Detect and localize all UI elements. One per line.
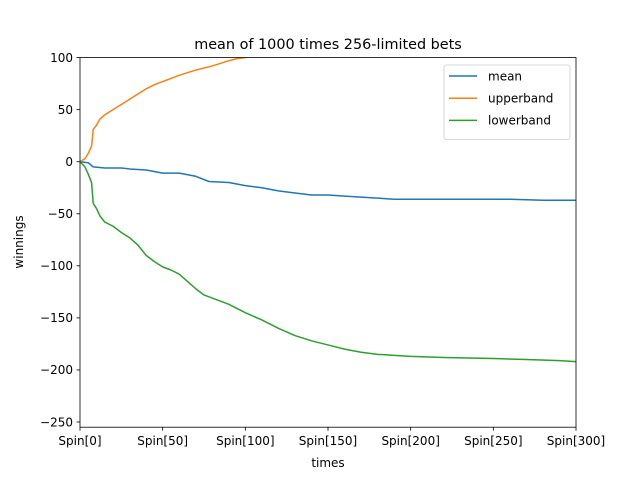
legend: mean upperband lowerband	[443, 64, 571, 140]
legend-label-mean: mean	[488, 69, 522, 83]
legend-label-upperband: upperband	[488, 92, 553, 106]
x-tick-label: Spin[150]	[299, 434, 357, 448]
y-tick-label: 0	[65, 155, 73, 169]
y-tick-label: 100	[50, 51, 73, 65]
x-tick-label: Spin[100]	[216, 434, 274, 448]
y-tick-label: 50	[58, 103, 73, 117]
series-line-lowerband	[80, 160, 576, 363]
x-tick-label: Spin[300]	[547, 434, 605, 448]
x-tick-label: Spin[200]	[381, 434, 439, 448]
y-tick-label: −100	[40, 259, 73, 273]
y-axis-label: winnings	[12, 215, 26, 268]
y-tick-label: −250	[40, 415, 73, 429]
y-tick-label: −50	[48, 207, 73, 221]
x-tick-label: Spin[0]	[58, 434, 101, 448]
series-layer	[80, 57, 576, 363]
x-axis-label: times	[311, 456, 344, 470]
chart-title: mean of 1000 times 256-limited bets	[194, 37, 462, 53]
series-line-mean	[80, 160, 576, 201]
y-axis: 100 50 0 −50 −100 −150 −200 −250	[40, 51, 80, 429]
x-tick-label: Spin[50]	[137, 434, 188, 448]
series-line-upperband	[80, 57, 247, 163]
y-tick-label: −200	[40, 363, 73, 377]
y-tick-label: −150	[40, 311, 73, 325]
x-axis: Spin[0] Spin[50] Spin[100] Spin[150] Spin[20…	[58, 427, 605, 448]
x-tick-label: Spin[250]	[464, 434, 522, 448]
legend-label-lowerband: lowerband	[488, 114, 551, 128]
